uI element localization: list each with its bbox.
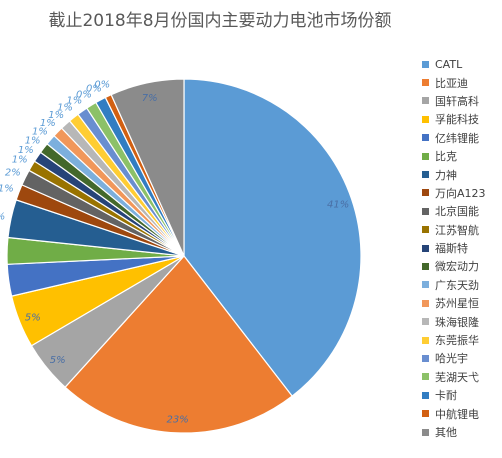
slice-data-label: 2% [5,167,21,178]
legend-swatch [422,60,429,68]
legend-item: 卡耐 [422,386,486,404]
legend-label: 比克 [435,150,457,164]
legend-swatch [422,171,429,179]
legend-item: 孚能科技 [422,110,486,128]
slice-data-label: 5% [25,312,41,323]
legend-swatch [422,262,429,270]
legend-swatch [422,318,429,326]
legend-label: 国轩高科 [435,94,479,108]
legend-swatch [422,226,429,234]
legend-swatch [422,410,429,418]
slice-data-label: 2% [0,247,1,258]
legend-item: 中航锂电 [422,404,486,422]
legend-label: 万向A123 [435,186,486,200]
legend: CATL 比亚迪国轩高科孚能科技亿纬锂能比克力神万向A123 北京国能江苏智航福斯特… [422,55,486,441]
pie-labels: 41%23%5%5%2%4%1%2%1%1%1%1%1%1%1%1%0%0%0%… [0,79,349,425]
legend-item: 万向A123 [422,184,486,202]
legend-swatch [422,299,429,307]
legend-item: 哈光宇 [422,349,486,367]
slice-data-label: 0% [86,84,102,95]
legend-label: 北京国能 [435,205,479,219]
legend-label: 珠海银隆 [435,315,479,329]
legend-swatch [422,281,429,289]
slice-data-label: 41% [327,199,349,210]
slice-data-label: 1% [57,103,73,114]
legend-item: 芜湖天弋 [422,368,486,386]
legend-swatch [422,189,429,197]
legend-label: 亿纬锂能 [435,131,479,145]
legend-item: 国轩高科 [422,92,486,110]
legend-item: 微宏动力 [422,257,486,275]
slice-data-label: 0% [94,79,110,90]
legend-label: 东莞振华 [435,334,479,348]
legend-swatch [422,354,429,362]
legend-label: 芜湖天弋 [435,370,479,384]
legend-swatch [422,134,429,142]
slice-data-label: 1% [32,127,48,138]
legend-label: 卡耐 [435,389,457,403]
chart-title: 截止2018年8月份国内主要动力电池市场份额 [48,11,392,31]
legend-label: 哈光宇 [435,352,468,366]
legend-label: 中航锂电 [435,407,479,421]
slice-data-label: 1% [25,136,41,147]
slice-data-label: 4% [0,212,5,223]
legend-swatch [422,336,429,344]
legend-swatch [422,244,429,252]
legend-item: 苏州星恒 [422,294,486,312]
legend-label: 孚能科技 [435,113,479,127]
legend-swatch [422,152,429,160]
legend-item: 江苏智航 [422,221,486,239]
slice-data-label: 1% [66,96,82,107]
legend-item: 亿纬锂能 [422,129,486,147]
slice-data-label: 23% [166,415,188,426]
pie-slices [6,78,362,434]
pie-slice [183,78,362,397]
legend-swatch [422,79,429,87]
legend-label: 力神 [435,168,457,182]
legend-label: 江苏智航 [435,223,479,237]
legend-item: 珠海银隆 [422,312,486,330]
legend-item: 北京国能 [422,202,486,220]
legend-swatch [422,373,429,381]
legend-label: 广东天劲 [435,278,479,292]
legend-label: 比亚迪 [435,76,468,90]
legend-label: 苏州星恒 [435,297,479,311]
pie-slice [64,255,293,434]
legend-item: 福斯特 [422,239,486,257]
slice-data-label: 7% [142,93,158,104]
legend-item: 比亚迪 [422,73,486,91]
slice-data-label: 1% [18,145,34,156]
legend-swatch [422,207,429,215]
legend-item: 力神 [422,165,486,183]
slice-data-label: 5% [50,355,66,366]
legend-item: 其他 [422,423,486,441]
legend-swatch [422,97,429,105]
legend-item: CATL [422,55,486,73]
legend-swatch [422,428,429,436]
slice-data-label: 0% [76,89,92,100]
legend-item: 广东天劲 [422,276,486,294]
legend-label: 其他 [435,426,457,439]
legend-label: 微宏动力 [435,260,479,274]
legend-item: 比克 [422,147,486,165]
legend-swatch [422,391,429,399]
slice-data-label: 1% [40,118,56,129]
slice-data-label: 1% [0,183,14,194]
slice-data-label: 1% [12,155,28,166]
slice-data-label: 1% [48,110,64,121]
pie-slice [110,78,185,257]
legend-item: 东莞振华 [422,331,486,349]
legend-label: CATL [435,57,463,71]
legend-swatch [422,115,429,123]
pie-chart: 41%23%5%5%2%4%1%2%1%1%1%1%1%1%1%1%0%0%0%… [0,78,362,434]
legend-label: 福斯特 [435,242,468,256]
